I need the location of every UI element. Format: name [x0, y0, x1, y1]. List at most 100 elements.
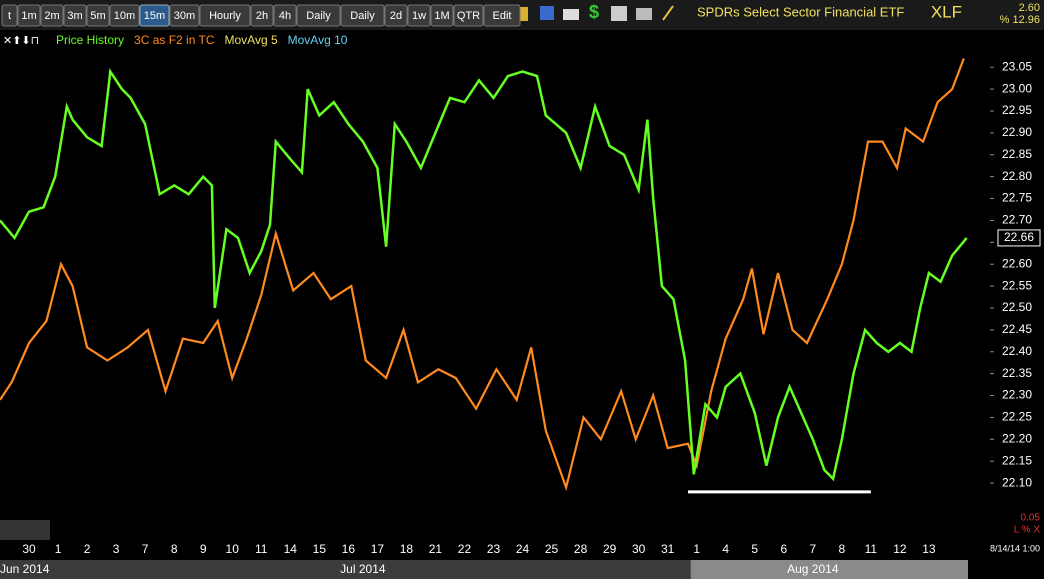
- x-tick-label: 24: [516, 542, 530, 556]
- print-icon: [611, 6, 627, 21]
- month-label: Jul 2014: [340, 562, 386, 576]
- x-tick-label: 13: [922, 542, 936, 556]
- toolbar-button[interactable]: [453, 4, 484, 27]
- y-tick-label: 22.35: [1002, 366, 1032, 380]
- ticker: XLF: [931, 2, 962, 21]
- toolbar-icons: $: [514, 2, 674, 22]
- toolbar-button-label[interactable]: 1w: [412, 10, 426, 22]
- toolbar-button[interactable]: [250, 4, 274, 27]
- x-tick-label: 6: [780, 542, 787, 556]
- y-tick-label: 22.70: [1002, 213, 1032, 227]
- y-tick-label: 22.10: [1002, 475, 1032, 489]
- last-price-box: [997, 229, 1041, 247]
- toolbar-button[interactable]: [273, 4, 297, 27]
- change-pct: % 12.96: [1000, 14, 1040, 26]
- toolbar-button-label[interactable]: 3m: [67, 10, 82, 22]
- x-tick-label: 1: [693, 542, 700, 556]
- x-tick-label: 5: [751, 542, 758, 556]
- chart-title: SPDRs Select Sector Financial ETF: [697, 4, 904, 19]
- y-tick-label: 22.55: [1002, 278, 1032, 292]
- x-tick-label: 22: [458, 542, 472, 556]
- toolbar-button[interactable]: [109, 4, 140, 27]
- legend-entry: 3C as F2 in TC: [134, 33, 215, 47]
- y-tick-label: 22.60: [1002, 256, 1032, 270]
- toolbar-button[interactable]: [1, 4, 18, 27]
- toolbar-button-label[interactable]: 1M: [434, 10, 449, 22]
- x-tick-label: 17: [371, 542, 385, 556]
- toolbar-button[interactable]: [63, 4, 87, 27]
- toolbar-button[interactable]: [296, 4, 341, 27]
- legend-entry: MovAvg 10: [288, 33, 348, 47]
- legend-controls[interactable]: ✕⬆⬇⊓: [3, 35, 39, 47]
- toolbar-button-label[interactable]: 4h: [279, 10, 291, 22]
- toolbar-button-label[interactable]: 2d: [390, 10, 402, 22]
- bottom-value: 0.05: [1021, 513, 1041, 524]
- y-tick-label: 22.45: [1002, 322, 1032, 336]
- toolbar-button[interactable]: [86, 4, 110, 27]
- toolbar-button[interactable]: [340, 4, 385, 27]
- pen-icon: [662, 5, 674, 21]
- dollar-icon: $: [589, 2, 599, 22]
- toolbar-button-label[interactable]: Daily: [350, 10, 375, 22]
- save-icon: [540, 6, 554, 20]
- y-tick-label: 22.85: [1002, 147, 1032, 161]
- toolbar-button[interactable]: [384, 4, 408, 27]
- toolbar-button[interactable]: [169, 4, 200, 27]
- toolbar-button[interactable]: [40, 4, 64, 27]
- x-tick-label: 28: [574, 542, 588, 556]
- toolbar-button-label[interactable]: 15m: [144, 10, 165, 22]
- toolbar-button-label[interactable]: QTR: [457, 10, 480, 22]
- month-highlight: [690, 560, 968, 579]
- toolbar-button[interactable]: [199, 4, 251, 27]
- x-tick-label: 25: [545, 542, 559, 556]
- x-tick-label: 14: [284, 542, 298, 556]
- toolbar-button-label[interactable]: 30m: [174, 10, 195, 22]
- toolbar-button-label[interactable]: Hourly: [209, 10, 241, 22]
- x-tick-label: 18: [400, 542, 414, 556]
- toolbar-button-label[interactable]: 2m: [44, 10, 59, 22]
- change: 2.60: [1019, 2, 1040, 14]
- y-tick-label: 22.20: [1002, 431, 1032, 445]
- card-icon: [636, 8, 652, 20]
- bottom-flags: L % X: [1014, 525, 1041, 536]
- toolbar-button[interactable]: [139, 4, 170, 27]
- y-tick-label: 22.25: [1002, 410, 1032, 424]
- y-tick-label: 22.75: [1002, 191, 1032, 205]
- x-tick-label: 29: [603, 542, 617, 556]
- toolbar-button-label[interactable]: Edit: [493, 10, 512, 22]
- x-tick-label: 10: [226, 542, 240, 556]
- x-tick-label: 7: [142, 542, 149, 556]
- x-tick-label: 11: [255, 542, 268, 556]
- toolbar-button-label[interactable]: 5m: [90, 10, 105, 22]
- x-tick-label: 4: [722, 542, 729, 556]
- toolbar-button-label[interactable]: 2h: [256, 10, 268, 22]
- month-label: Aug 2014: [787, 562, 839, 576]
- y-tick-label: 22.30: [1002, 388, 1032, 402]
- x-tick-label: 12: [893, 542, 907, 556]
- x-tick-label: 7: [809, 542, 816, 556]
- x-tick-label: 1: [55, 542, 62, 556]
- month-label: Jun 2014: [0, 562, 50, 576]
- toolbar-button-label[interactable]: Daily: [306, 10, 331, 22]
- toolbar-button-label[interactable]: 1m: [21, 10, 36, 22]
- toolbar-button[interactable]: [17, 4, 41, 27]
- series-line: [0, 68, 968, 482]
- toolbar-button[interactable]: [430, 4, 454, 27]
- x-tick-label: 30: [632, 542, 646, 556]
- toolbar-button-label[interactable]: t: [8, 10, 11, 22]
- x-tick-label: 21: [429, 542, 443, 556]
- x-tick-label: 30: [22, 542, 36, 556]
- y-tick-label: 22.95: [1002, 103, 1032, 117]
- y-tick-label: 23.05: [1002, 59, 1032, 73]
- mail-icon: [563, 9, 579, 20]
- toolbar-button[interactable]: [407, 4, 431, 27]
- x-tick-label: 8: [839, 542, 846, 556]
- x-tick-label: 31: [661, 542, 675, 556]
- scroll-handle[interactable]: [0, 520, 50, 540]
- toolbar-button[interactable]: [483, 4, 521, 27]
- x-tick-label: 16: [342, 542, 356, 556]
- y-tick-label: 22.15: [1002, 453, 1032, 467]
- toolbar-button-label[interactable]: 10m: [114, 10, 135, 22]
- y-tick-label: 23.00: [1002, 81, 1032, 95]
